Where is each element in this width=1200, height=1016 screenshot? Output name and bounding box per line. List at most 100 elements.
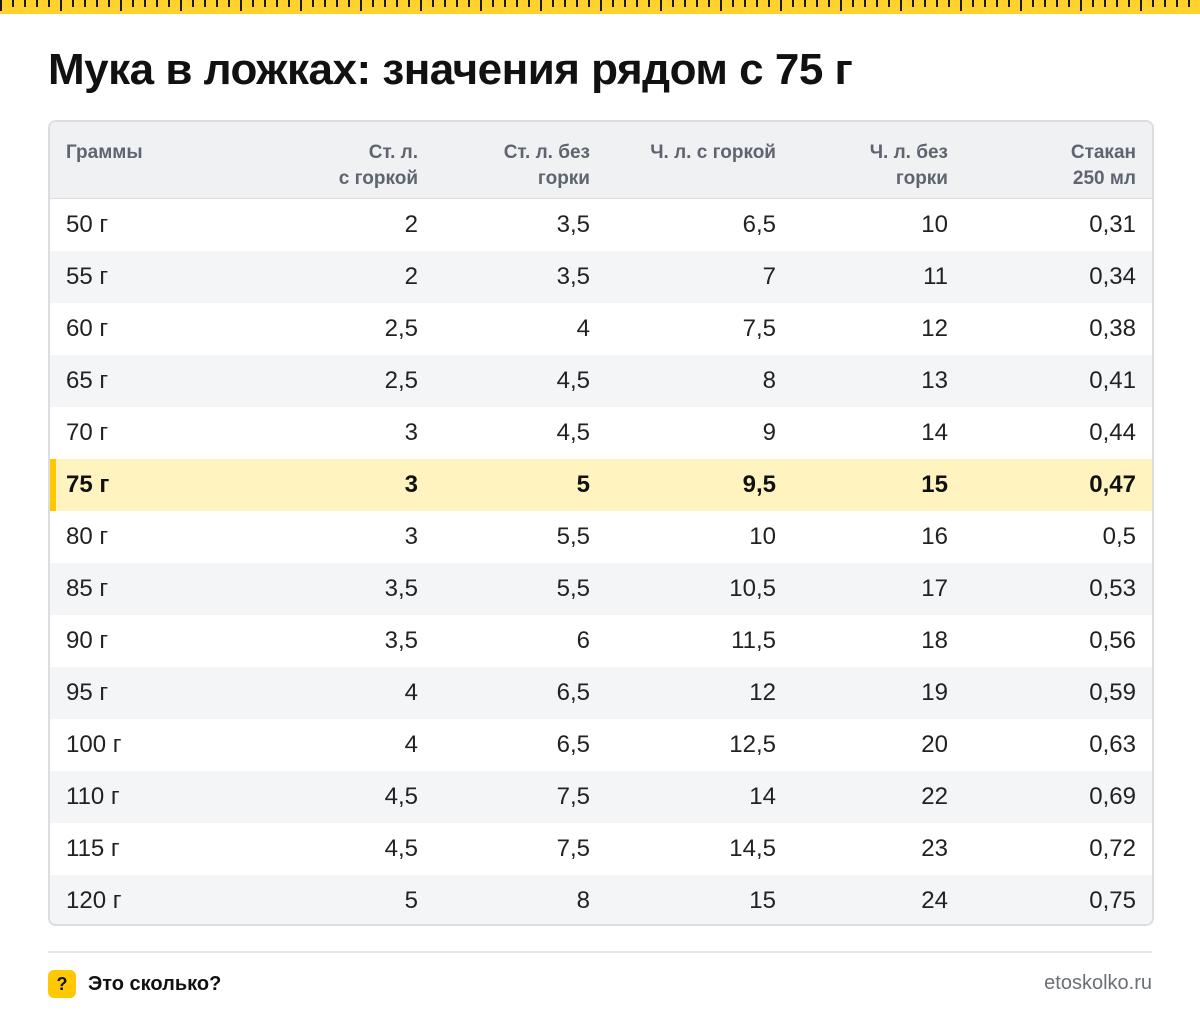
grams-cell: 115 г [50, 823, 240, 875]
ruler-strip [0, 0, 1200, 14]
value-cell: 0,69 [964, 771, 1152, 823]
value-cell: 2 [240, 198, 434, 251]
table-row: 120 г 5 8 15 24 0,75 [50, 875, 1152, 927]
value-cell: 13 [792, 355, 964, 407]
grams-cell: 55 г [50, 251, 240, 303]
value-cell: 6,5 [434, 719, 606, 771]
value-cell: 7,5 [606, 303, 792, 355]
grams-cell: 60 г [50, 303, 240, 355]
value-cell: 0,31 [964, 198, 1152, 251]
value-cell: 6 [434, 615, 606, 667]
value-cell: 14 [792, 407, 964, 459]
table-row: 115 г 4,5 7,5 14,5 23 0,72 [50, 823, 1152, 875]
table-row-highlighted: 75 г 3 5 9,5 15 0,47 [50, 459, 1152, 511]
value-cell: 0,34 [964, 251, 1152, 303]
value-cell: 4 [240, 719, 434, 771]
column-header: Стакан 250 мл [964, 122, 1152, 198]
column-header: Ст. л. без горки [434, 122, 606, 198]
value-cell: 3,5 [434, 251, 606, 303]
value-cell: 4,5 [434, 407, 606, 459]
value-cell: 4,5 [240, 771, 434, 823]
value-cell: 4,5 [240, 823, 434, 875]
value-cell: 4 [434, 303, 606, 355]
value-cell: 14 [606, 771, 792, 823]
question-icon: ? [48, 970, 76, 998]
grams-cell: 90 г [50, 615, 240, 667]
column-header: Граммы [50, 122, 240, 198]
value-cell: 11,5 [606, 615, 792, 667]
value-cell: 15 [792, 459, 964, 511]
table-row: 70 г 3 4,5 9 14 0,44 [50, 407, 1152, 459]
table-row: 60 г 2,5 4 7,5 12 0,38 [50, 303, 1152, 355]
value-cell: 3,5 [434, 198, 606, 251]
value-cell: 8 [606, 355, 792, 407]
value-cell: 3,5 [240, 563, 434, 615]
table-header-row: Граммы Ст. л. с горкой Ст. л. без горки Ч. … [50, 122, 1152, 198]
footer-divider [48, 951, 1152, 953]
table-row: 55 г 2 3,5 7 11 0,34 [50, 251, 1152, 303]
value-cell: 0,47 [964, 459, 1152, 511]
table-row: 85 г 3,5 5,5 10,5 17 0,53 [50, 563, 1152, 615]
value-cell: 6,5 [434, 667, 606, 719]
table: Граммы Ст. л. с горкой Ст. л. без горки Ч. … [50, 122, 1152, 926]
table-body: 50 г 2 3,5 6,5 10 0,31 55 г 2 3,5 7 11 0,34 60 г 2,5 4… [50, 198, 1152, 926]
value-cell: 5,5 [434, 511, 606, 563]
site-link[interactable]: etoskolko.ru [1044, 972, 1152, 995]
table-row: 95 г 4 6,5 12 19 0,59 [50, 667, 1152, 719]
value-cell: 12,5 [606, 719, 792, 771]
grams-cell: 65 г [50, 355, 240, 407]
value-cell: 2 [240, 251, 434, 303]
table-row: 50 г 2 3,5 6,5 10 0,31 [50, 198, 1152, 251]
value-cell: 5,5 [434, 563, 606, 615]
value-cell: 7,5 [434, 823, 606, 875]
value-cell: 0,75 [964, 875, 1152, 927]
value-cell: 0,53 [964, 563, 1152, 615]
value-cell: 15 [606, 875, 792, 927]
value-cell: 0,59 [964, 667, 1152, 719]
value-cell: 3,5 [240, 615, 434, 667]
conversion-table: Граммы Ст. л. с горкой Ст. л. без горки Ч. … [48, 120, 1154, 926]
value-cell: 0,72 [964, 823, 1152, 875]
value-cell: 22 [792, 771, 964, 823]
grams-cell: 95 г [50, 667, 240, 719]
value-cell: 0,63 [964, 719, 1152, 771]
value-cell: 9 [606, 407, 792, 459]
value-cell: 0,5 [964, 511, 1152, 563]
value-cell: 4 [240, 667, 434, 719]
column-header: Ст. л. с горкой [240, 122, 434, 198]
value-cell: 6,5 [606, 198, 792, 251]
value-cell: 7,5 [434, 771, 606, 823]
value-cell: 17 [792, 563, 964, 615]
value-cell: 5 [434, 459, 606, 511]
value-cell: 2,5 [240, 355, 434, 407]
value-cell: 11 [792, 251, 964, 303]
value-cell: 9,5 [606, 459, 792, 511]
value-cell: 18 [792, 615, 964, 667]
value-cell: 12 [606, 667, 792, 719]
value-cell: 0,44 [964, 407, 1152, 459]
table-row: 65 г 2,5 4,5 8 13 0,41 [50, 355, 1152, 407]
grams-cell: 50 г [50, 198, 240, 251]
value-cell: 8 [434, 875, 606, 927]
value-cell: 10 [606, 511, 792, 563]
value-cell: 7 [606, 251, 792, 303]
value-cell: 3 [240, 459, 434, 511]
value-cell: 10 [792, 198, 964, 251]
brand[interactable]: ? Это сколько? [48, 970, 221, 998]
table-row: 110 г 4,5 7,5 14 22 0,69 [50, 771, 1152, 823]
grams-cell: 110 г [50, 771, 240, 823]
column-header: Ч. л. с горкой [606, 122, 792, 198]
grams-cell: 120 г [50, 875, 240, 927]
value-cell: 2,5 [240, 303, 434, 355]
value-cell: 10,5 [606, 563, 792, 615]
value-cell: 16 [792, 511, 964, 563]
value-cell: 5 [240, 875, 434, 927]
grams-cell: 70 г [50, 407, 240, 459]
grams-cell: 75 г [50, 459, 240, 511]
page-title: Мука в ложках: значения рядом с 75 г [48, 40, 852, 100]
value-cell: 24 [792, 875, 964, 927]
value-cell: 0,38 [964, 303, 1152, 355]
table-row: 80 г 3 5,5 10 16 0,5 [50, 511, 1152, 563]
grams-cell: 80 г [50, 511, 240, 563]
grams-cell: 100 г [50, 719, 240, 771]
